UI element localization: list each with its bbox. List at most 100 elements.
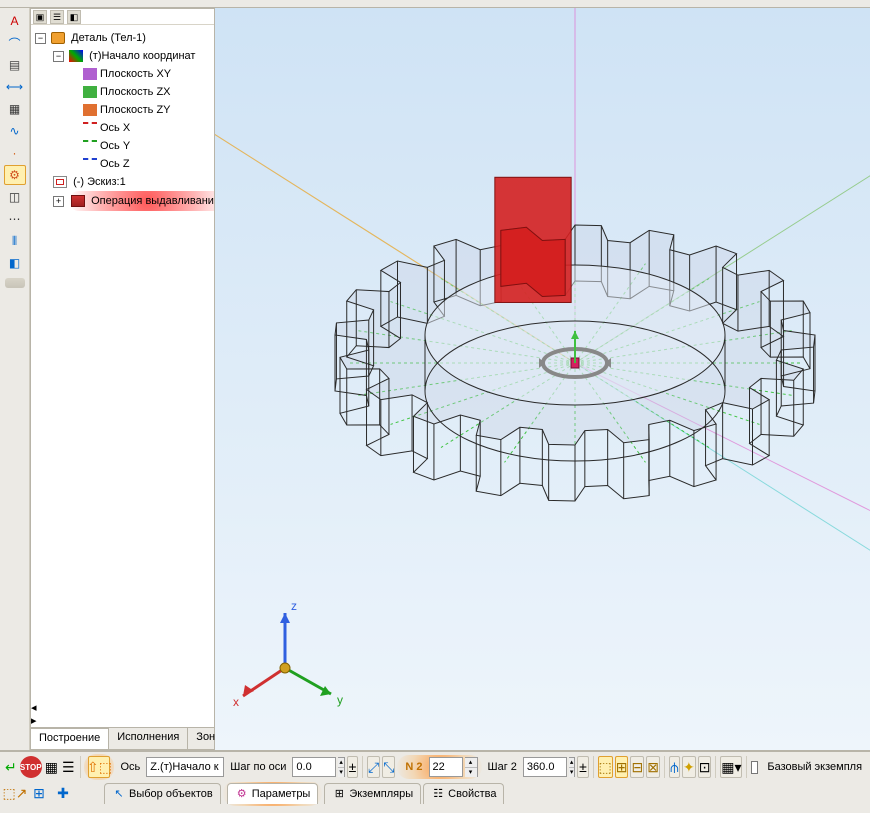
list-button[interactable]: ☰ <box>61 756 76 778</box>
opt-btn-7[interactable]: ⊡ <box>698 756 712 778</box>
hscroll-right[interactable]: ▸ <box>31 714 214 727</box>
aux-btn-3[interactable]: ✚ <box>52 782 74 804</box>
tool-a[interactable]: A <box>4 11 26 31</box>
aux-btn-2[interactable]: ⊞ <box>28 782 50 804</box>
apply-button[interactable]: ↵ <box>4 756 18 778</box>
tree-top-icons: ▣ ☰ ◧ <box>31 9 214 25</box>
model-tree-panel: ▣ ☰ ◧ − Деталь (Тел-1) − (т)Начало коорд… <box>30 8 215 750</box>
tool-point[interactable]: · <box>4 143 26 163</box>
opt-btn-2[interactable]: ⊞ <box>615 756 629 778</box>
gear-icon: ⚙ <box>235 787 249 801</box>
tab-props[interactable]: ☷Свойства <box>423 783 504 804</box>
opt-btn-6[interactable]: ✦ <box>682 756 696 778</box>
step-axis-label: Шаг по оси <box>226 761 290 773</box>
axis-label: Ось <box>116 761 144 773</box>
tab-strip <box>0 0 870 8</box>
tab-build[interactable]: Построение <box>31 727 109 749</box>
tool-curve[interactable]: ∿ <box>4 121 26 141</box>
viewport-3d[interactable]: z x y <box>215 8 870 750</box>
svg-text:y: y <box>337 693 343 707</box>
plane-zx-label[interactable]: Плоскость ZX <box>100 86 171 98</box>
axis-input[interactable] <box>146 757 224 777</box>
step-axis-input[interactable] <box>292 757 336 777</box>
axis-group-highlight: ⇧⬚ <box>84 754 114 780</box>
extrude-icon <box>71 195 85 207</box>
tree-origin-label[interactable]: (т)Начало координат <box>89 50 195 62</box>
plane-zx-icon <box>83 86 97 98</box>
opt-btn-8[interactable]: ▦▾ <box>720 756 742 778</box>
axis-z-icon <box>83 158 97 170</box>
axis-z-label[interactable]: Ось Z <box>100 158 130 170</box>
step-axis-spinner[interactable]: ▴▾ <box>338 757 345 777</box>
n2-group-highlight: N 2 ▴▾ <box>397 755 481 779</box>
n2-spinner[interactable]: ▴▾ <box>465 757 478 777</box>
tool-dots[interactable]: ⋯ <box>4 209 26 229</box>
plane-xy-label[interactable]: Плоскость XY <box>100 68 171 80</box>
model-tree: − Деталь (Тел-1) − (т)Начало координат П… <box>31 25 214 701</box>
toolbar-grip[interactable] <box>5 278 25 288</box>
step-axis-pm[interactable]: ± <box>347 756 358 778</box>
n2-label: N 2 <box>401 761 426 773</box>
part-icon <box>51 32 65 44</box>
opt-btn-3[interactable]: ⊟ <box>630 756 644 778</box>
axis-y-icon <box>83 140 97 152</box>
svg-text:z: z <box>291 599 297 613</box>
tab-instances[interactable]: ⊞Экземпляры <box>324 783 421 804</box>
params-tab-highlight: ⚙Параметры <box>223 782 323 806</box>
axis-x-label[interactable]: Ось X <box>100 122 130 134</box>
expand-extrude[interactable]: + <box>53 196 64 207</box>
plane-zy-icon <box>83 104 97 116</box>
grid-button[interactable]: ▦ <box>44 756 59 778</box>
view-icon-2[interactable]: ☰ <box>50 10 64 24</box>
axis-icon-button[interactable]: ⇧⬚ <box>88 756 110 778</box>
expand-root[interactable]: − <box>35 33 46 44</box>
sketch-label[interactable]: (-) Эскиз:1 <box>73 176 126 188</box>
tool-gear[interactable]: ⚙ <box>4 165 26 185</box>
mode-btn-1[interactable]: ⤢ <box>367 756 380 778</box>
plane-zy-label[interactable]: Плоскость ZY <box>100 104 171 116</box>
step2-label: Шаг 2 <box>484 761 521 773</box>
hscroll-left[interactable]: ◂ <box>31 701 214 714</box>
stop-button[interactable]: STOP <box>20 756 42 778</box>
opt-btn-4[interactable]: ⊠ <box>646 756 660 778</box>
props-icon: ☷ <box>431 787 445 801</box>
view-icon-3[interactable]: ◧ <box>67 10 81 24</box>
tool-doc[interactable]: ▤ <box>4 55 26 75</box>
tool-grid[interactable]: ▦ <box>4 99 26 119</box>
origin-icon <box>69 50 83 62</box>
tool-align[interactable]: ⫴ <box>4 231 26 251</box>
plane-xy-icon <box>83 68 97 80</box>
axis-y-label[interactable]: Ось Y <box>100 140 130 152</box>
tool-arc[interactable]: ⌒ <box>4 33 26 53</box>
n2-input[interactable] <box>429 757 463 777</box>
base-label: Базовый экземпля <box>763 761 866 773</box>
extrude-highlighted[interactable]: Операция выдавливания <box>69 191 214 211</box>
axis-x-icon <box>83 122 97 134</box>
left-toolbar: A⌒▤⟷▦∿·⚙◫⋯⫴◧ <box>0 8 30 750</box>
extrude-label: Операция выдавливания <box>91 195 214 207</box>
opt-btn-5[interactable]: ⫛ <box>669 756 680 778</box>
view-icon-1[interactable]: ▣ <box>33 10 47 24</box>
tab-params[interactable]: ⚙Параметры <box>227 783 319 804</box>
parameter-bar: ↵ STOP ▦ ☰ ⇧⬚ Ось Шаг по оси ▴▾ ± ⤢ ⤡ N … <box>0 750 870 813</box>
aux-btn-1[interactable]: ⬚↗ <box>4 782 26 804</box>
tool-mirror[interactable]: ◧ <box>4 253 26 273</box>
opt-btn-1[interactable]: ⬚ <box>598 756 613 778</box>
step2-spinner[interactable]: ▴▾ <box>569 757 576 777</box>
tree-hscroll: ◂ ▸ <box>31 701 214 727</box>
instances-icon: ⊞ <box>332 787 346 801</box>
tree-root-label[interactable]: Деталь (Тел-1) <box>71 32 146 44</box>
expand-origin[interactable]: − <box>53 51 64 62</box>
cursor-icon: ↖ <box>112 787 126 801</box>
step2-input[interactable] <box>523 757 567 777</box>
mode-btn-2[interactable]: ⤡ <box>382 756 395 778</box>
tab-select-objects[interactable]: ↖Выбор объектов <box>104 783 221 804</box>
base-checkbox[interactable] <box>751 761 758 774</box>
step2-pm[interactable]: ± <box>577 756 588 778</box>
tool-box[interactable]: ◫ <box>4 187 26 207</box>
tool-dim[interactable]: ⟷ <box>4 77 26 97</box>
svg-text:x: x <box>233 695 239 709</box>
sketch-icon <box>53 176 67 188</box>
tree-tabs: Построение Исполнения Зоны <box>31 727 214 749</box>
tab-exec[interactable]: Исполнения <box>109 728 188 749</box>
